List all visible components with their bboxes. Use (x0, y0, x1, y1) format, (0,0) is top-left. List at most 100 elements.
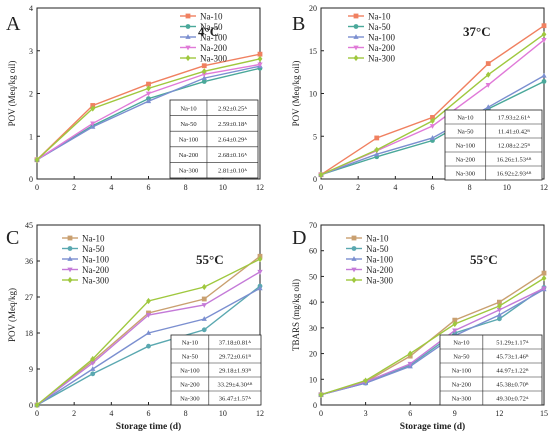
series-line-na-100 (320, 288, 545, 396)
x-axis-label: Storage time (d) (400, 421, 465, 432)
inset-table-value: 45.73±1.46ᴮ (496, 354, 529, 361)
data-point-na-100 (429, 135, 436, 140)
data-point-na-100 (201, 316, 207, 321)
legend-label: Na-50 (200, 22, 223, 32)
x-tick-label: 4 (109, 409, 113, 418)
data-point-na-10 (201, 63, 207, 69)
x-tick-label: 6 (431, 183, 435, 192)
data-point-na-300 (452, 320, 458, 328)
inset-table-sample: Na-10 (182, 340, 198, 347)
data-point-na-50 (497, 316, 502, 322)
inset-table-sample: Na-200 (452, 382, 472, 389)
data-point-na-300 (374, 146, 380, 154)
data-point-na-10 (541, 270, 547, 276)
data-point-na-200 (145, 313, 152, 318)
data-point-na-300 (201, 68, 207, 75)
inset-table-value: 33.29±4.30ᴬᴮ (217, 382, 252, 389)
inset-table-value: 2.92±0.25ᴬ (218, 105, 247, 112)
legend-marker (67, 235, 73, 241)
inset-table (444, 109, 543, 181)
inset-table (439, 334, 543, 406)
y-tick-label: 3 (29, 47, 33, 56)
inset-table-sample: Na-100 (180, 368, 200, 375)
data-point-na-300 (201, 283, 207, 291)
inset-table-value: 29.18±1.93ᴮ (219, 368, 252, 375)
y-tick-label: 10 (309, 90, 317, 99)
legend-label: Na-300 (200, 54, 227, 64)
data-point-na-200 (496, 307, 503, 313)
panel-c: 0 2 4 6 8 10 12 0 9 18 27 36 45 POV (Meq/kg) Storage t… (6, 221, 264, 432)
data-point-na-200 (541, 38, 547, 43)
data-point-na-300 (318, 391, 324, 398)
legend-label: Na-100 (200, 33, 227, 43)
inset-table-value: 11.41±0.42ᴮ (498, 129, 530, 136)
data-point-na-200 (429, 124, 436, 129)
inset-table-sample: Na-100 (456, 143, 476, 150)
data-point-na-50 (541, 79, 547, 84)
data-point-na-200 (452, 328, 458, 334)
x-tick-label: 6 (147, 409, 151, 418)
y-tick-label: 0 (313, 175, 317, 184)
legend-marker (353, 24, 359, 29)
legend-marker (67, 246, 73, 251)
inset-table-value: 2.81±0.10ᴬ (218, 168, 247, 175)
data-point-na-200 (90, 121, 96, 127)
legend-label: Na-200 (200, 43, 227, 53)
legend-label: Na-100 (368, 33, 395, 43)
legend-marker (185, 24, 191, 29)
panel-letter: B (292, 13, 305, 35)
inset-table-sample: Na-200 (179, 152, 199, 159)
y-tick-label: 40 (309, 298, 317, 307)
x-tick-label: 0 (35, 409, 39, 418)
panel-b: 0 2 4 6 8 10 12 0 5 10 15 20 POV (Meq/kg oil) B 37°C Na… (291, 4, 548, 192)
legend-label: Na-200 (82, 265, 109, 275)
data-point-na-200 (257, 62, 263, 68)
legend-label: Na-100 (82, 255, 109, 265)
legend-label: Na-10 (366, 234, 389, 244)
panel-letter: A (6, 13, 21, 35)
temperature-annotation: 4°C (198, 24, 219, 39)
temperature-annotation: 37°C (463, 24, 491, 39)
data-point-na-100 (257, 285, 263, 291)
inset-table-value: 17.93±2.61ᴬ (498, 115, 531, 122)
data-point-na-300 (257, 256, 263, 263)
y-tick-label: 0 (313, 401, 317, 410)
data-point-na-300 (541, 31, 547, 38)
legend-marker (353, 45, 359, 51)
legend-marker (353, 54, 359, 62)
data-point-na-300 (90, 105, 96, 112)
data-point-na-100 (145, 98, 152, 104)
y-tick-label: 27 (25, 293, 33, 302)
legend-label: Na-200 (366, 265, 393, 275)
data-point-na-10 (374, 135, 380, 141)
data-point-na-200 (485, 83, 491, 88)
legend-marker (351, 256, 357, 261)
data-point-na-10 (430, 115, 435, 120)
data-point-na-200 (201, 72, 207, 78)
data-point-na-200 (257, 269, 263, 275)
legend-marker (67, 267, 73, 273)
x-tick-label: 2 (356, 183, 360, 192)
panel-letter: D (292, 227, 306, 249)
legend-label: Na-200 (368, 43, 395, 53)
y-tick-label: 10 (309, 375, 317, 384)
legend-label: Na-10 (82, 234, 105, 244)
legend-marker (351, 246, 357, 251)
data-point-na-200 (145, 91, 152, 97)
legend-label: Na-50 (82, 244, 105, 254)
x-tick-label: 12 (495, 409, 503, 418)
inset-table-sample: Na-300 (456, 171, 476, 178)
x-tick-label: 6 (408, 409, 412, 418)
data-point-na-200 (201, 303, 207, 308)
legend-label: Na-300 (368, 54, 395, 64)
x-tick-label: 12 (256, 409, 264, 418)
data-point-na-50 (201, 327, 207, 333)
inset-table-value: 51.29±1.17ᴬ (496, 340, 529, 347)
temperature-annotation: 55°C (196, 252, 224, 267)
panel-d: 0 3 6 9 12 15 0 10 20 30 40 50 60 70 TBARS (mg/kg oil)… (291, 221, 548, 432)
y-axis-label: POV (Meq/kg oil) (291, 61, 301, 127)
y-tick-label: 20 (309, 350, 317, 359)
x-tick-label: 4 (393, 183, 397, 192)
